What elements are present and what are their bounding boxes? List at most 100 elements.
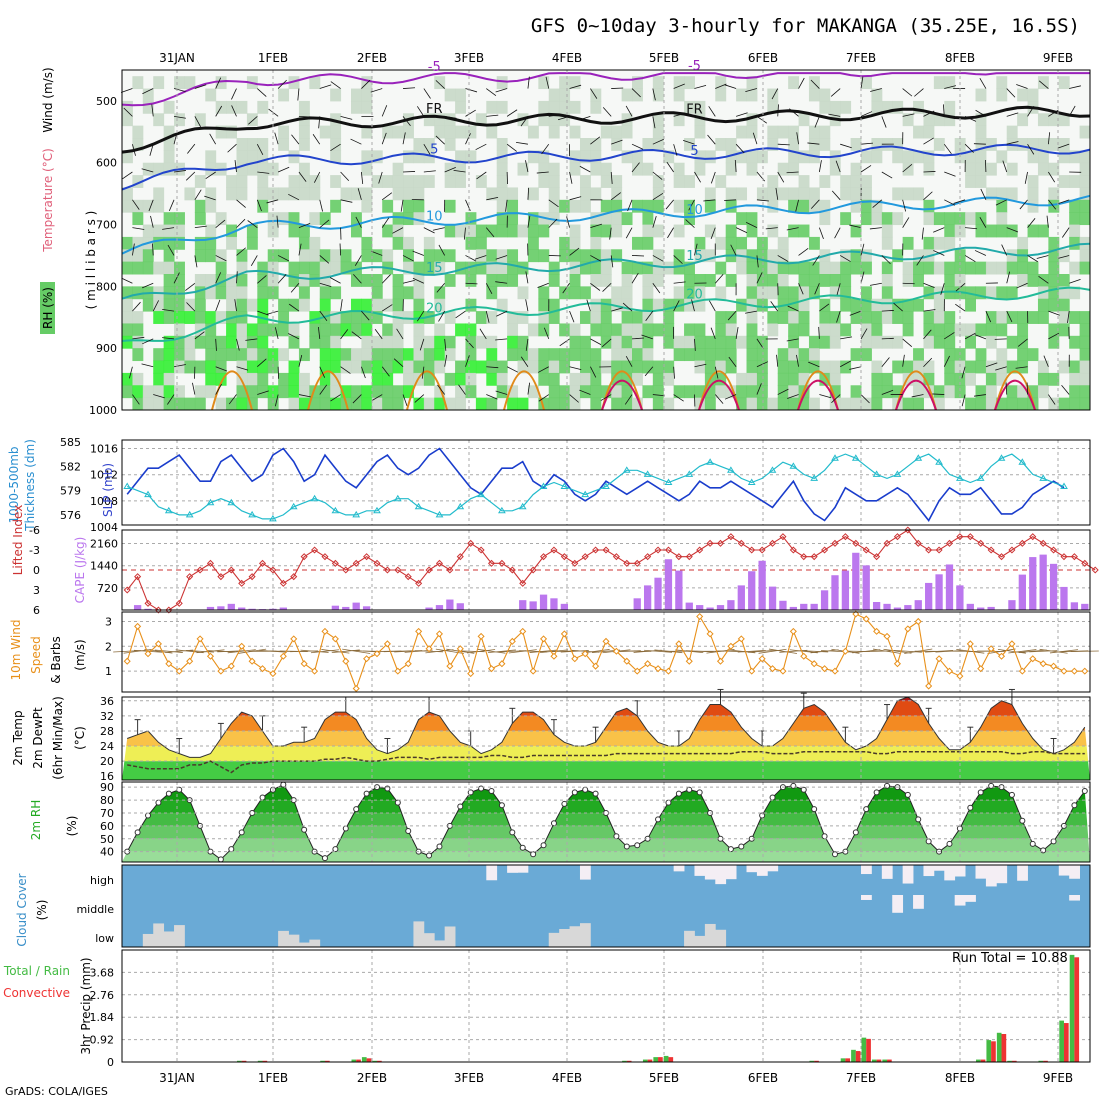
rh-cell	[694, 335, 706, 349]
wind-barb-10m	[508, 649, 537, 654]
rh-cell	[153, 372, 165, 386]
rh-cell	[694, 236, 706, 250]
rh-cell	[122, 335, 133, 349]
rh-cell	[996, 187, 1008, 201]
wind-barb	[1006, 227, 1019, 233]
rh-marker	[1019, 817, 1026, 824]
rh-cell	[434, 298, 446, 312]
rh-cell	[1006, 360, 1018, 374]
wind-barb	[132, 243, 135, 256]
rh-cell	[902, 298, 914, 312]
wind-barb	[840, 336, 853, 340]
rh-cell	[798, 199, 810, 213]
wind-barb	[423, 88, 431, 99]
rh-cell	[444, 224, 456, 238]
rh-cell	[881, 274, 893, 287]
wind-barb	[506, 109, 518, 117]
wind-barb	[186, 302, 196, 312]
thickness-marker	[227, 498, 236, 506]
rh-cell	[1006, 249, 1018, 263]
wind-barb	[569, 394, 579, 403]
wind-barb	[559, 338, 570, 347]
rh-cell	[767, 187, 779, 201]
rh-cell	[184, 360, 196, 374]
rh-cell	[788, 372, 800, 386]
wind-barb	[652, 394, 665, 397]
rh-cell	[548, 348, 560, 362]
wind-barb	[414, 394, 425, 403]
wind-speed-marker	[487, 665, 496, 673]
lifted-index-marker	[789, 546, 797, 554]
wind-barb	[609, 227, 612, 240]
wind-barb	[590, 255, 602, 262]
rh-cell	[226, 335, 237, 349]
rh-cell	[975, 113, 987, 127]
rh-marker	[301, 826, 308, 833]
wind-barb	[652, 138, 664, 145]
wind-barb	[735, 112, 748, 117]
rh-cell	[777, 236, 789, 250]
rh-cell	[507, 249, 519, 263]
precip-total-bar	[871, 1059, 877, 1062]
cape-bar	[841, 570, 850, 610]
thickness-tick-label: 576	[60, 509, 81, 522]
rh-cell	[538, 162, 550, 176]
rh-cell	[382, 175, 394, 188]
wind-speed-marker	[644, 660, 652, 668]
rh-legend-swatch	[40, 282, 55, 334]
rh-cell	[319, 323, 331, 337]
rh-cell	[642, 348, 654, 362]
wind-barb	[1043, 355, 1049, 367]
rh-cell	[246, 397, 258, 411]
rh-cell	[507, 187, 519, 201]
rh-cell	[527, 212, 539, 226]
wind-barb	[611, 87, 624, 89]
rh-cell	[621, 397, 633, 411]
rh-cell	[288, 187, 300, 201]
wind-speed-marker	[1008, 640, 1016, 648]
wind-barb	[277, 255, 290, 262]
wind-speed-marker	[217, 667, 225, 675]
high-cloud-cell	[715, 865, 727, 885]
wind-barb	[412, 277, 425, 284]
wind-barb	[444, 354, 448, 367]
warm-contour	[698, 379, 740, 411]
rh-marker	[488, 788, 495, 795]
rh-cell	[496, 162, 508, 176]
rh-cell	[122, 236, 133, 250]
rh-cell	[423, 113, 435, 127]
date-label-top: 8FEB	[945, 51, 975, 65]
wind-barb	[622, 302, 633, 312]
wind-barb	[995, 199, 1007, 206]
wind-barb	[437, 384, 445, 395]
rh-cell	[892, 385, 904, 399]
rh-cell	[902, 187, 914, 201]
rh-cell	[205, 323, 217, 337]
wind-speed-marker	[914, 617, 922, 625]
rh-cell	[756, 261, 768, 275]
rh-cell	[694, 323, 706, 337]
rh-cell	[278, 372, 290, 386]
rh-cell	[298, 224, 310, 238]
wind-speed-marker	[727, 642, 735, 650]
rh-cell	[382, 360, 394, 374]
cape-bar	[925, 582, 933, 610]
rh-cell	[746, 335, 758, 349]
rh-cell	[829, 360, 841, 374]
rh-cell	[621, 150, 633, 164]
lifted-index-marker	[560, 553, 568, 561]
rh-cell	[840, 175, 852, 188]
rh-cell	[455, 150, 466, 164]
wind-barb	[340, 115, 353, 120]
rh-cell	[965, 360, 977, 374]
thickness-marker	[872, 470, 881, 477]
wind-barb	[527, 215, 531, 228]
rh-cell	[715, 76, 727, 90]
wind-barb	[973, 143, 986, 145]
wind-barb	[745, 88, 758, 93]
rh-cell	[486, 348, 498, 362]
wind-barb	[1038, 80, 1049, 89]
rh-cell	[642, 385, 654, 399]
rh-cell	[423, 150, 435, 164]
rh-cell	[486, 335, 498, 349]
